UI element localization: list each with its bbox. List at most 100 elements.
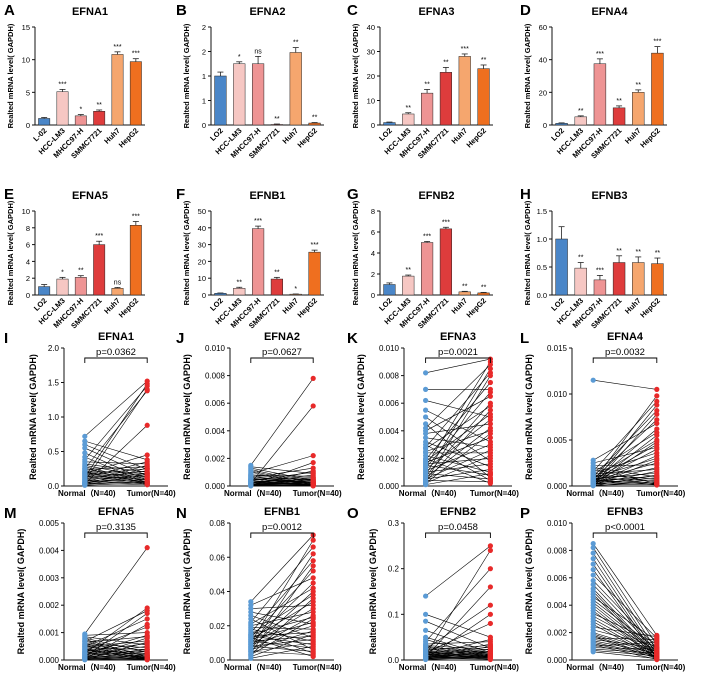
panel-title: EFNA1 bbox=[72, 6, 108, 18]
tumor-point bbox=[487, 361, 493, 368]
significance-label: ** bbox=[424, 81, 430, 88]
pair-line bbox=[425, 444, 491, 481]
y-tick-label: 2 bbox=[371, 270, 375, 279]
x-tick-label: Tumor(N=40) bbox=[636, 663, 685, 672]
y-tick-label: 0.005 bbox=[547, 436, 568, 445]
pair-line bbox=[84, 479, 148, 482]
tumor-point bbox=[310, 403, 316, 409]
tumor-point bbox=[654, 393, 660, 399]
panel-title: EFNA5 bbox=[98, 506, 134, 518]
pair-line bbox=[593, 467, 657, 483]
y-tick-label: 30 bbox=[367, 48, 375, 57]
pair-line bbox=[592, 414, 658, 486]
pair-line bbox=[593, 455, 657, 485]
pair-line bbox=[84, 635, 148, 655]
normal-point bbox=[82, 657, 88, 663]
bar bbox=[651, 263, 664, 296]
y-axis-label: Realted mRNA level( GAPDH) bbox=[351, 23, 360, 128]
significance-label: *** bbox=[132, 51, 140, 58]
pair-line bbox=[84, 389, 148, 482]
pair-line bbox=[84, 641, 148, 660]
normal-point bbox=[248, 655, 254, 661]
significance-label: *** bbox=[653, 39, 661, 46]
x-tick-label: Tumor(N=40) bbox=[293, 663, 342, 672]
p-value-label: p<0.0001 bbox=[605, 522, 645, 533]
bar bbox=[477, 68, 490, 126]
pair-line bbox=[250, 615, 314, 650]
pair-line bbox=[425, 433, 491, 484]
pair-line bbox=[84, 637, 148, 653]
p-value-label: p=0.0627 bbox=[262, 347, 302, 358]
panel-letter: M bbox=[4, 505, 17, 522]
y-tick-label: 0.000 bbox=[379, 482, 400, 491]
tumor-point bbox=[487, 656, 493, 663]
tumor-point bbox=[310, 459, 316, 466]
tumor-point bbox=[487, 430, 493, 437]
significance-label: *** bbox=[423, 233, 431, 240]
pair-line bbox=[84, 654, 148, 659]
x-tick-label: Tumor(N=40) bbox=[127, 489, 176, 498]
panel-letter: E bbox=[4, 186, 14, 203]
pair-line bbox=[84, 444, 148, 470]
pair-line bbox=[250, 478, 314, 486]
pair-line bbox=[425, 652, 491, 657]
tumor-point bbox=[654, 446, 660, 452]
pair-line bbox=[84, 613, 148, 657]
tumor-point bbox=[487, 379, 493, 386]
pair-line bbox=[250, 630, 314, 654]
x-tick-label: Normal（N=40) bbox=[58, 488, 116, 498]
significance-label: *** bbox=[596, 267, 604, 274]
tumor-point bbox=[487, 435, 493, 441]
tumor-point bbox=[487, 389, 493, 395]
pair-line bbox=[425, 430, 491, 452]
pair-line bbox=[425, 458, 491, 465]
y-axis-label: Realted mRNA level( GAPDH) bbox=[6, 23, 15, 128]
y-tick-label: 0.010 bbox=[547, 390, 568, 399]
pair-line bbox=[593, 629, 657, 647]
pair-line bbox=[593, 481, 657, 487]
pair-line bbox=[250, 587, 314, 625]
significance-label: * bbox=[79, 107, 82, 114]
panel-title: EFNB3 bbox=[591, 190, 627, 202]
y-tick-label: 0.0 bbox=[48, 482, 60, 491]
pair-line bbox=[250, 604, 314, 609]
normal-point bbox=[423, 430, 429, 437]
panel-letter: K bbox=[347, 330, 358, 347]
y-tick-label: 0.010 bbox=[205, 344, 226, 353]
tumor-point bbox=[654, 482, 660, 488]
pair-line bbox=[593, 639, 657, 648]
pair-line bbox=[84, 478, 148, 485]
tumor-point bbox=[487, 547, 493, 554]
y-tick-label: 0.2 bbox=[388, 565, 400, 574]
significance-label: ns bbox=[114, 279, 122, 286]
significance-label: * bbox=[294, 286, 297, 293]
significance-label: ** bbox=[616, 98, 622, 105]
pair-line bbox=[425, 372, 491, 448]
pair-line bbox=[592, 404, 658, 484]
y-tick-label: 20 bbox=[539, 88, 547, 97]
tumor-point bbox=[310, 551, 316, 557]
p-value-label: p=0.0021 bbox=[438, 347, 478, 358]
bar bbox=[458, 56, 471, 126]
normal-point bbox=[590, 550, 596, 556]
significance-label: ** bbox=[274, 116, 280, 123]
x-tick-label: Tumor(N=40) bbox=[127, 663, 176, 672]
panel-title: EFNB2 bbox=[440, 506, 476, 518]
bar bbox=[251, 63, 265, 126]
pair-line bbox=[250, 582, 314, 644]
tumor-point bbox=[310, 537, 316, 543]
pair-line bbox=[425, 480, 491, 483]
x-tick-label: Tumor(N=40) bbox=[470, 489, 519, 498]
tumor-point bbox=[144, 624, 150, 630]
y-tick-label: 15 bbox=[22, 23, 30, 32]
pair-line bbox=[84, 640, 148, 660]
p-value-label: p=0.0012 bbox=[262, 522, 302, 533]
pair-line bbox=[250, 560, 314, 633]
y-tick-label: 0 bbox=[26, 291, 30, 300]
pair-line bbox=[84, 636, 148, 646]
bar bbox=[612, 262, 626, 296]
normal-point bbox=[423, 435, 429, 441]
significance-bracket bbox=[84, 357, 148, 363]
pair-line bbox=[593, 470, 657, 485]
y-tick-label: 0.001 bbox=[39, 629, 60, 638]
